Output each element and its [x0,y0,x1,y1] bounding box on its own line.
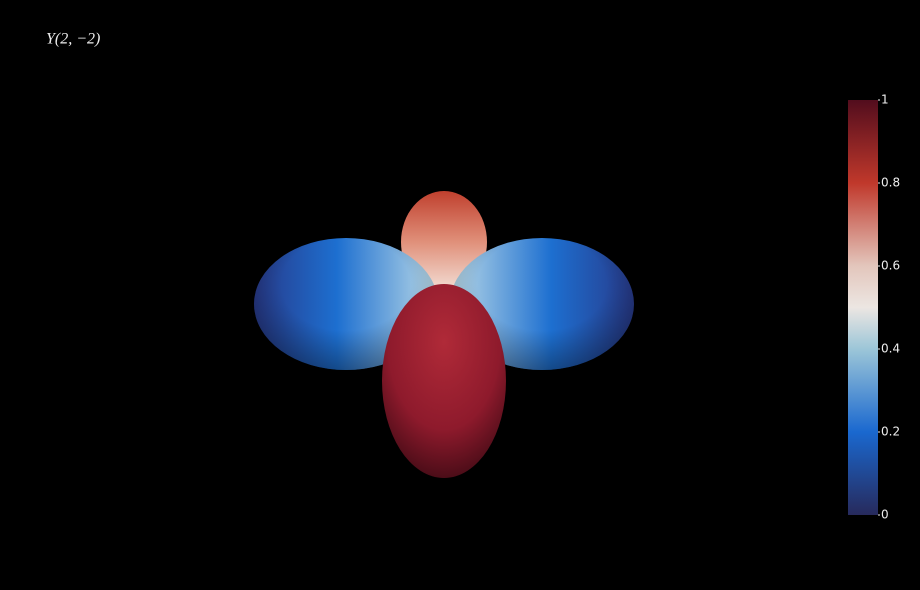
chart-title: Y(2, −2) [46,31,100,48]
surface [254,191,634,478]
colorbar-tick-label: 1 [881,93,889,107]
colorbar-tick-label: 0.2 [881,425,900,439]
lobe [382,284,506,478]
colorbar-tick-label: 0 [881,508,889,522]
colorbar-tick-label: 0.4 [881,342,900,356]
colorbar [848,100,878,515]
colorbar-tick-label: 0.8 [881,176,900,190]
colorbar-tick-label: 0.6 [881,259,900,273]
